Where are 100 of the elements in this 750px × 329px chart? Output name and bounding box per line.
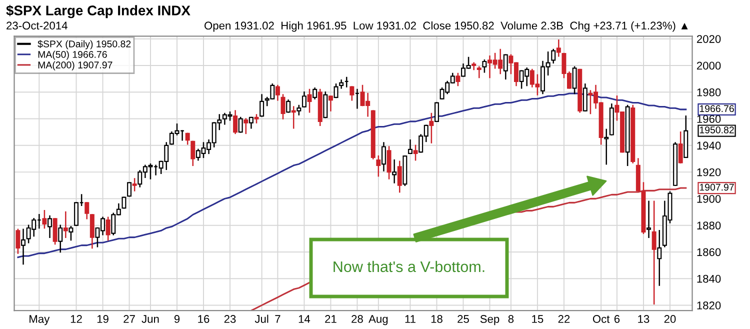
x-tick-label: 7 — [275, 315, 280, 323]
y-tick-label: 1940 — [697, 142, 721, 150]
text: 23-Oct-2014 — [6, 22, 68, 30]
candlestick — [350, 86, 354, 101]
legend-label: $SPX (Daily) 1950.82 — [38, 40, 131, 50]
x-tick-label: 20 — [664, 315, 676, 323]
text: 1907.97 — [700, 184, 734, 191]
text: 1966.76 — [700, 105, 734, 112]
candlestick — [296, 104, 302, 116]
candlestick — [413, 144, 418, 161]
candlestick — [392, 159, 397, 184]
x-tick-label: 19 — [97, 315, 108, 323]
candlestick — [604, 128, 609, 165]
candlestick — [106, 216, 110, 241]
candlestick — [68, 226, 74, 241]
candlestick — [52, 218, 58, 245]
candlestick — [16, 228, 20, 254]
candlestick — [275, 84, 280, 101]
candlestick — [244, 118, 248, 134]
candlestick — [408, 139, 412, 154]
x-tick-label: Aug — [368, 315, 388, 326]
candlestick — [90, 214, 94, 249]
candlestick — [476, 66, 482, 78]
candlestick — [312, 88, 318, 100]
y-tick-label: 1920 — [697, 168, 721, 176]
y-tick-label: 1840 — [697, 274, 721, 283]
candlestick — [386, 146, 392, 180]
candlestick — [58, 224, 63, 253]
y-tick-label: 1880 — [697, 222, 721, 230]
candlestick — [551, 48, 556, 64]
x-tick-label: 9 — [174, 315, 180, 323]
legend-label: MA(200) 1907.97 — [38, 61, 112, 70]
candlestick — [323, 92, 328, 118]
candlestick — [582, 84, 588, 112]
text: Open 1931.02 High 1961.95 Low 1931.02 Close 1950.82 Volume 2.3B Chg +23.71 (+1.23%) ▲ — [204, 21, 688, 32]
candlestick — [286, 100, 291, 113]
x-tick-label: 25 — [458, 315, 469, 323]
y-tick-label: 1820 — [697, 302, 721, 310]
candlestick — [63, 211, 68, 238]
x-tick-label: 13 — [638, 315, 650, 323]
candlestick — [190, 140, 196, 166]
candlestick — [503, 54, 508, 80]
candlestick — [307, 88, 312, 113]
x-tick-label: 21 — [325, 315, 336, 323]
candlestick — [456, 72, 460, 86]
candlestick — [42, 210, 47, 229]
x-tick-label: 23 — [224, 315, 236, 323]
annotation: Now that's a V-bottom. — [334, 260, 484, 272]
candlestick — [482, 60, 487, 73]
y-tick-label: 1860 — [697, 248, 721, 256]
y-tick-label: 1980 — [697, 88, 721, 96]
candlestick — [572, 66, 577, 94]
y-tick-label: 1900 — [697, 194, 721, 203]
candlestick — [434, 102, 439, 122]
candlestick — [238, 116, 243, 133]
x-tick-label: 28 — [352, 315, 363, 323]
candlestick — [339, 80, 344, 89]
y-tick-label: 2020 — [696, 35, 721, 43]
x-tick-label: May — [30, 315, 50, 326]
x-tick-label: 14 — [298, 315, 310, 323]
candlestick — [132, 178, 137, 192]
candlestick — [334, 84, 338, 98]
candlestick — [678, 131, 683, 164]
candlestick — [328, 96, 333, 112]
x-tick-label: Sep — [480, 315, 500, 326]
chart-title: $SPX Large Cap Index INDX — [6, 4, 190, 18]
candlestick — [556, 40, 561, 57]
x-tick-label: 6 — [614, 315, 620, 323]
candlestick — [260, 94, 264, 117]
x-tick-label: Jun — [142, 315, 159, 323]
candlestick — [21, 228, 26, 265]
candlestick — [122, 196, 126, 209]
candlestick — [472, 62, 476, 70]
candlestick — [646, 200, 652, 238]
candlestick — [280, 94, 286, 120]
candlestick — [397, 160, 402, 193]
candlestick — [652, 200, 656, 305]
x-tick-label: 27 — [124, 315, 135, 323]
x-tick-label: Jul — [254, 314, 268, 323]
text: 1950.82 — [700, 126, 734, 134]
legend-label: MA(50) 1966.76 — [38, 50, 107, 60]
x-tick-label: 16 — [198, 315, 210, 323]
candlestick — [657, 230, 662, 286]
x-tick-label: 22 — [558, 315, 570, 323]
x-tick-label: 18 — [431, 315, 442, 323]
candlestick — [381, 142, 386, 172]
candlestick — [248, 116, 254, 129]
candlestick — [185, 132, 190, 145]
x-tick-label: 12 — [70, 315, 82, 323]
x-tick-label: 11 — [405, 315, 416, 323]
candlestick — [291, 106, 296, 129]
candlestick — [48, 215, 52, 238]
candlestick — [302, 92, 306, 108]
candlestick — [233, 110, 238, 134]
candlestick — [84, 202, 90, 220]
candlestick — [127, 182, 132, 197]
candlestick — [376, 155, 381, 177]
candlestick — [429, 112, 434, 144]
y-tick-label: 2000 — [696, 62, 721, 70]
x-tick-label: 15 — [532, 315, 544, 323]
